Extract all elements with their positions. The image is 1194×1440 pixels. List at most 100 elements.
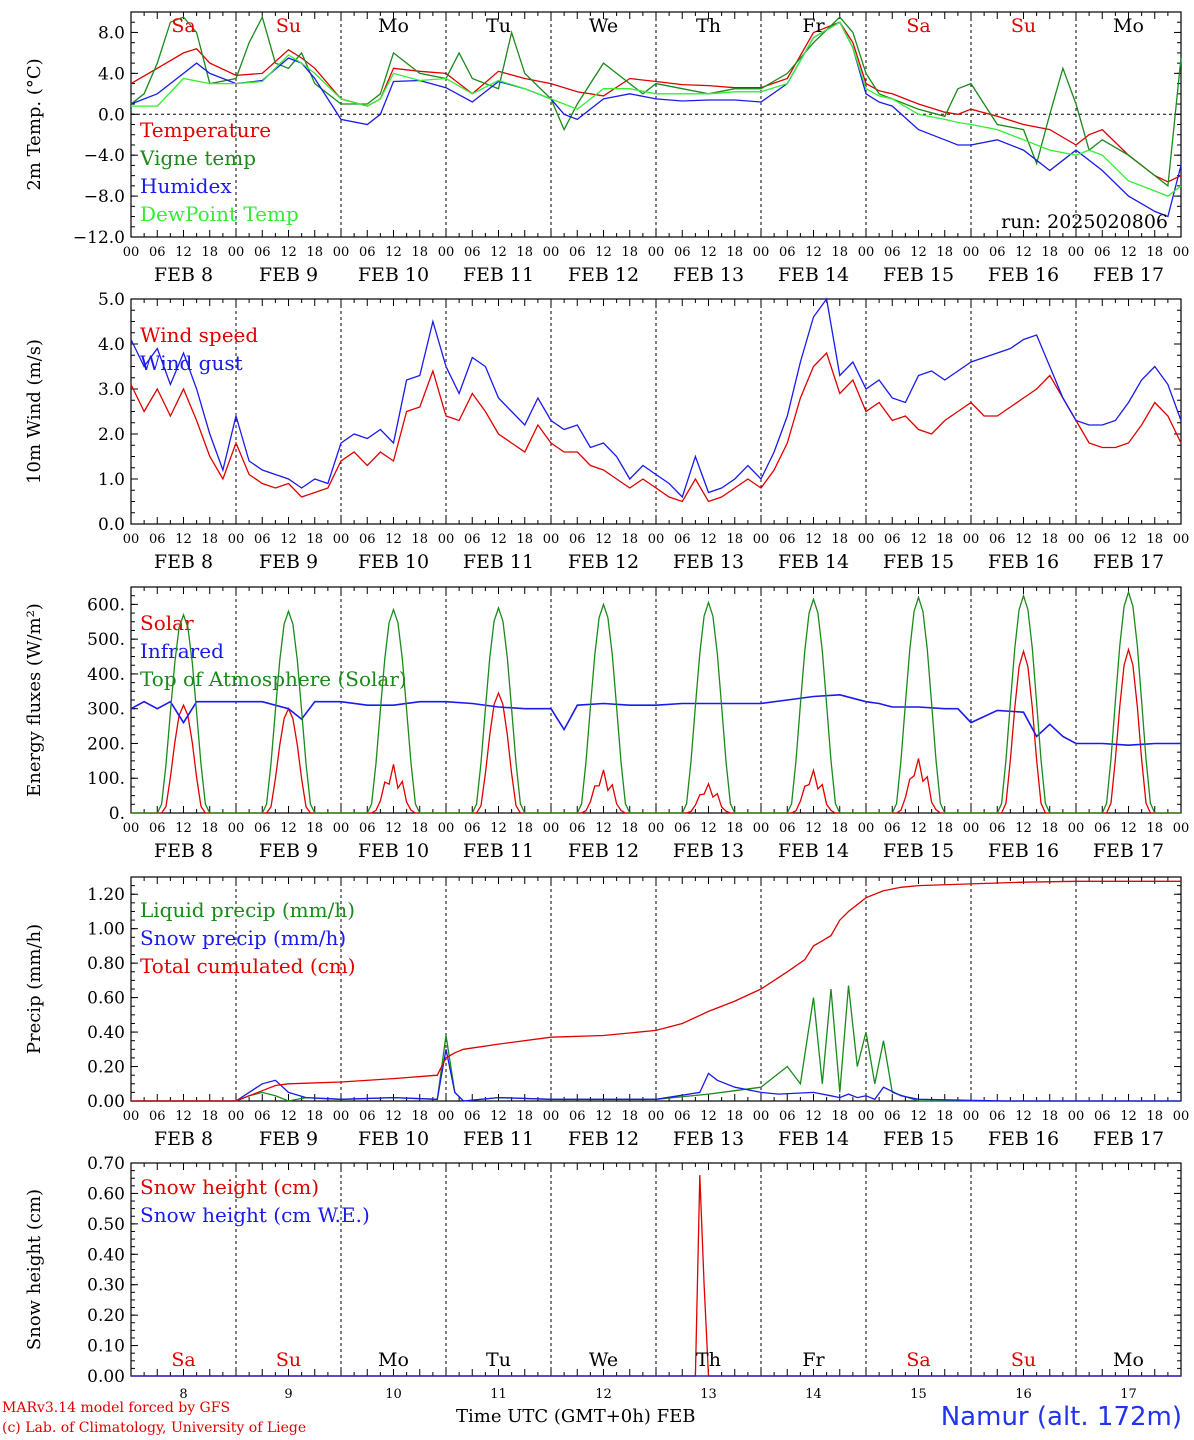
weekday-label-bottom: Mo [1113,1349,1144,1371]
date-label: FEB 13 [673,1128,744,1150]
day-number-label: 13 [700,1387,717,1402]
hour-label: 12 [490,1109,507,1124]
hour-label: 12 [805,1109,822,1124]
hour-label: 00 [228,532,245,547]
y-tick-label: 2.0 [98,425,125,445]
hour-label: 06 [884,821,901,836]
date-label: FEB 17 [1093,551,1164,573]
hour-label: 00 [753,245,770,260]
hour-label: 18 [306,1109,323,1124]
y-tick-label: 4.0 [98,64,125,84]
weekday-label-top: Fr [802,15,825,37]
hour-label: 06 [359,821,376,836]
y-tick-label: 0.40 [87,1023,125,1043]
hour-label: 06 [464,245,481,260]
hour-label: 18 [201,821,218,836]
y-tick-label: 600. [87,595,125,615]
hour-label: 18 [936,245,953,260]
legend-entry: Humidex [140,174,232,198]
series-line-vigne-temp [130,15,1182,188]
date-label: FEB 16 [988,840,1059,862]
hour-label: 00 [123,532,140,547]
date-label: FEB 15 [883,551,954,573]
hour-label: 18 [516,532,533,547]
hour-label: 06 [1094,532,1111,547]
hour-label: 18 [306,245,323,260]
day-number-label: 8 [179,1387,187,1402]
y-tick-label: 400. [87,665,125,685]
hour-label: 12 [805,245,822,260]
date-label: FEB 17 [1093,264,1164,286]
series-line-temperature [130,21,1182,183]
hour-label: 12 [175,532,192,547]
hour-label: 00 [648,1109,665,1124]
hour-label: 06 [464,1109,481,1124]
hour-label: 00 [1173,245,1190,260]
hour-label: 00 [123,821,140,836]
y-tick-label: 0.0 [98,105,125,125]
y-tick-label: 5.0 [98,290,125,310]
series-line-dewpoint-temp [131,21,1182,197]
hour-label: 12 [910,1109,927,1124]
hour-label: 06 [779,1109,796,1124]
date-label: FEB 17 [1093,1128,1164,1150]
hour-label: 00 [438,821,455,836]
hour-label: 00 [543,1109,560,1124]
hour-label: 12 [595,532,612,547]
hour-label: 12 [910,532,927,547]
y-axis-label: Energy fluxes (W/m²) [24,603,45,797]
y-tick-label: 0. [109,804,125,824]
hour-label: 18 [201,1109,218,1124]
legend-entry: Top of Atmosphere (Solar) [140,667,407,691]
chart-panel-3: 0. 100. 200. 300. 400. 500. 600. Energy fluxes … [24,586,1189,862]
hour-label: 06 [1094,821,1111,836]
date-label: FEB 14 [778,840,849,862]
series-line-wind-gust [130,297,1182,499]
y-tick-label: 0.60 [87,989,125,1009]
hour-label: 00 [333,821,350,836]
hour-label: 00 [228,1109,245,1124]
hour-label: 18 [411,245,428,260]
hour-label: 18 [516,821,533,836]
weekday-label-bottom: Mo [378,1349,409,1371]
y-tick-label: 200. [87,734,125,754]
chart-panel-2: 0.0 1.0 2.0 3.0 4.0 5.0 10m Wind (m/s) 00 06 12 18… [24,290,1189,573]
hour-label: 18 [1146,532,1163,547]
hour-label: 18 [936,821,953,836]
hour-label: 06 [674,821,691,836]
hour-label: 12 [175,1109,192,1124]
hour-label: 00 [228,245,245,260]
hour-label: 06 [674,532,691,547]
hour-label: 00 [1068,245,1085,260]
date-label: FEB 8 [154,264,213,286]
hour-label: 18 [1146,1109,1163,1124]
y-tick-label: 1.0 [98,470,125,490]
hour-label: 06 [254,1109,271,1124]
y-tick-label: 0.80 [87,954,125,974]
hour-label: 12 [805,821,822,836]
y-tick-label: 0.0 [98,515,125,535]
hour-label: 12 [385,821,402,836]
hour-label: 00 [858,245,875,260]
hour-label: 18 [726,821,743,836]
hour-label: 12 [385,1109,402,1124]
hour-label: 18 [936,532,953,547]
hour-label: 12 [1015,532,1032,547]
hour-label: 06 [149,1109,166,1124]
hour-label: 00 [648,821,665,836]
hour-label: 18 [621,532,638,547]
day-number-label: 12 [595,1387,612,1402]
hour-label: 00 [963,532,980,547]
hour-label: 06 [464,821,481,836]
date-label: FEB 15 [883,264,954,286]
weekday-label-top: Tu [486,15,511,37]
hour-label: 18 [621,245,638,260]
date-label: FEB 9 [259,551,318,573]
date-label: FEB 13 [673,264,744,286]
date-label: FEB 13 [673,840,744,862]
series-line-wind-speed [130,351,1182,503]
y-tick-label: 500. [87,630,125,650]
date-label: FEB 13 [673,551,744,573]
date-label: FEB 9 [259,264,318,286]
series-line-liquid-precip-mm-h- [131,985,1181,1102]
